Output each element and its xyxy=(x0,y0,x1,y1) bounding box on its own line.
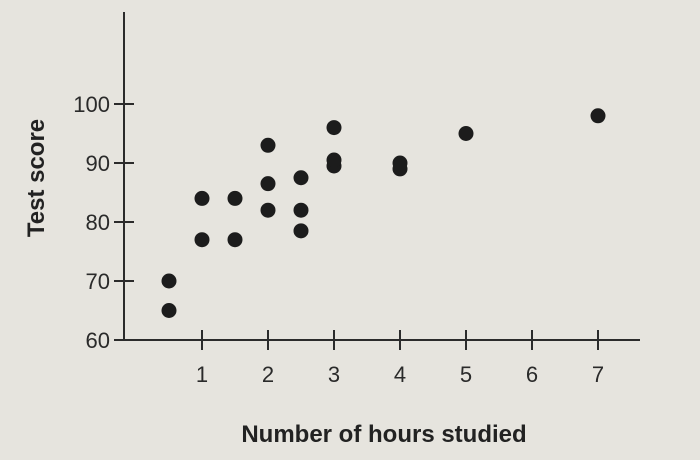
x-tick-label-3: 3 xyxy=(328,362,340,387)
x-tick-label-2: 2 xyxy=(262,362,274,387)
x-tick-label-7: 7 xyxy=(592,362,604,387)
y-tick-label-60: 60 xyxy=(86,328,110,353)
data-point xyxy=(194,232,210,248)
data-point xyxy=(161,273,177,289)
data-point xyxy=(392,155,408,171)
y-tick-label-100: 100 xyxy=(73,92,110,117)
data-point xyxy=(161,303,177,318)
data-point xyxy=(293,170,309,186)
x-tick-label-4: 4 xyxy=(394,362,406,387)
x-tick-label-5: 5 xyxy=(460,362,472,387)
data-point xyxy=(326,152,342,168)
data-point xyxy=(260,176,276,192)
data-point xyxy=(227,190,243,206)
x-tick-label-1: 1 xyxy=(196,362,208,387)
y-tick-label-80: 80 xyxy=(86,210,110,235)
y-tick-label-90: 90 xyxy=(86,151,110,176)
x-axis-title: Number of hours studied xyxy=(241,421,526,448)
data-point xyxy=(326,120,342,136)
plot-area: 60 70 80 90 100 1 2 3 4 5 6 7 xyxy=(73,12,640,387)
data-point xyxy=(194,190,210,206)
data-point xyxy=(458,126,474,141)
data-point xyxy=(260,202,276,218)
data-point xyxy=(293,202,309,218)
x-tick-label-6: 6 xyxy=(526,362,538,387)
data-point xyxy=(590,108,606,124)
y-tick-label-70: 70 xyxy=(86,269,110,294)
y-axis-title: Test score xyxy=(23,119,50,237)
data-point xyxy=(260,137,276,153)
data-point xyxy=(293,223,309,239)
data-point xyxy=(227,232,243,248)
